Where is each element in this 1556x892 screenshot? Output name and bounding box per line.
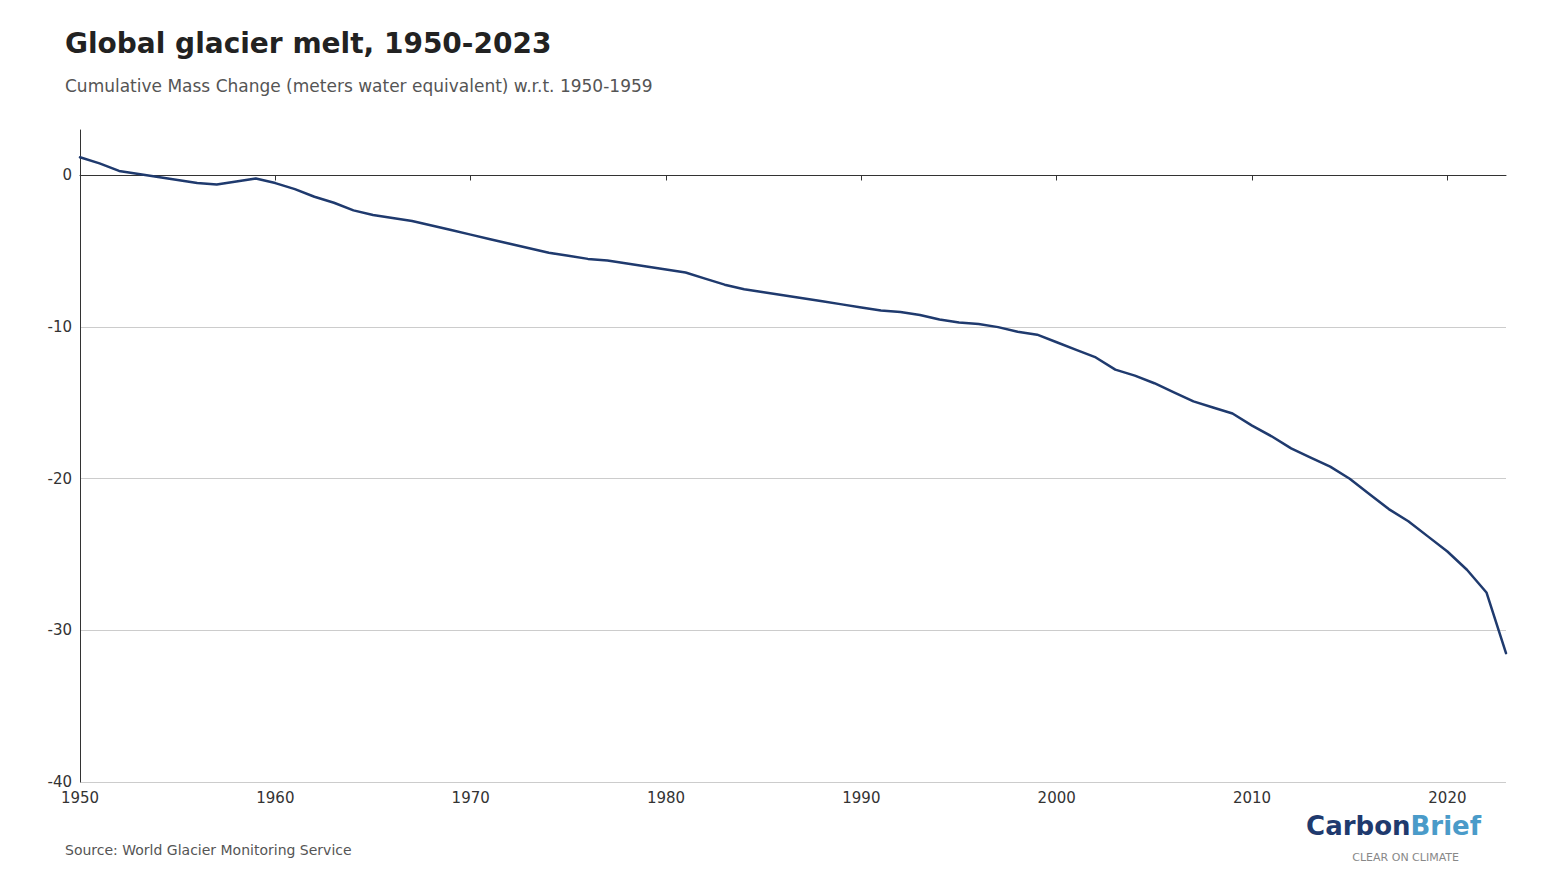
- svg-text:Brief: Brief: [1411, 811, 1482, 841]
- svg-text:Global glacier melt, 1950-2023: Global glacier melt, 1950-2023: [65, 27, 551, 60]
- svg-text:1960: 1960: [256, 789, 294, 807]
- svg-text:0: 0: [62, 166, 72, 184]
- svg-text:2000: 2000: [1038, 789, 1076, 807]
- svg-text:-30: -30: [48, 621, 73, 639]
- svg-text:-20: -20: [48, 470, 73, 488]
- svg-text:Cumulative Mass Change (meters: Cumulative Mass Change (meters water equ…: [65, 76, 653, 96]
- svg-text:Source: World Glacier Monitori: Source: World Glacier Monitoring Service: [65, 842, 352, 858]
- svg-text:-40: -40: [47, 773, 72, 791]
- svg-text:1950: 1950: [61, 789, 99, 807]
- svg-text:Carbon: Carbon: [1306, 811, 1410, 841]
- svg-text:2010: 2010: [1233, 789, 1271, 807]
- svg-text:-10: -10: [48, 318, 73, 336]
- svg-text:2020: 2020: [1428, 789, 1466, 807]
- svg-text:1990: 1990: [842, 789, 880, 807]
- svg-text:1970: 1970: [452, 789, 490, 807]
- svg-text:1980: 1980: [647, 789, 685, 807]
- svg-text:CLEAR ON CLIMATE: CLEAR ON CLIMATE: [1352, 851, 1459, 864]
